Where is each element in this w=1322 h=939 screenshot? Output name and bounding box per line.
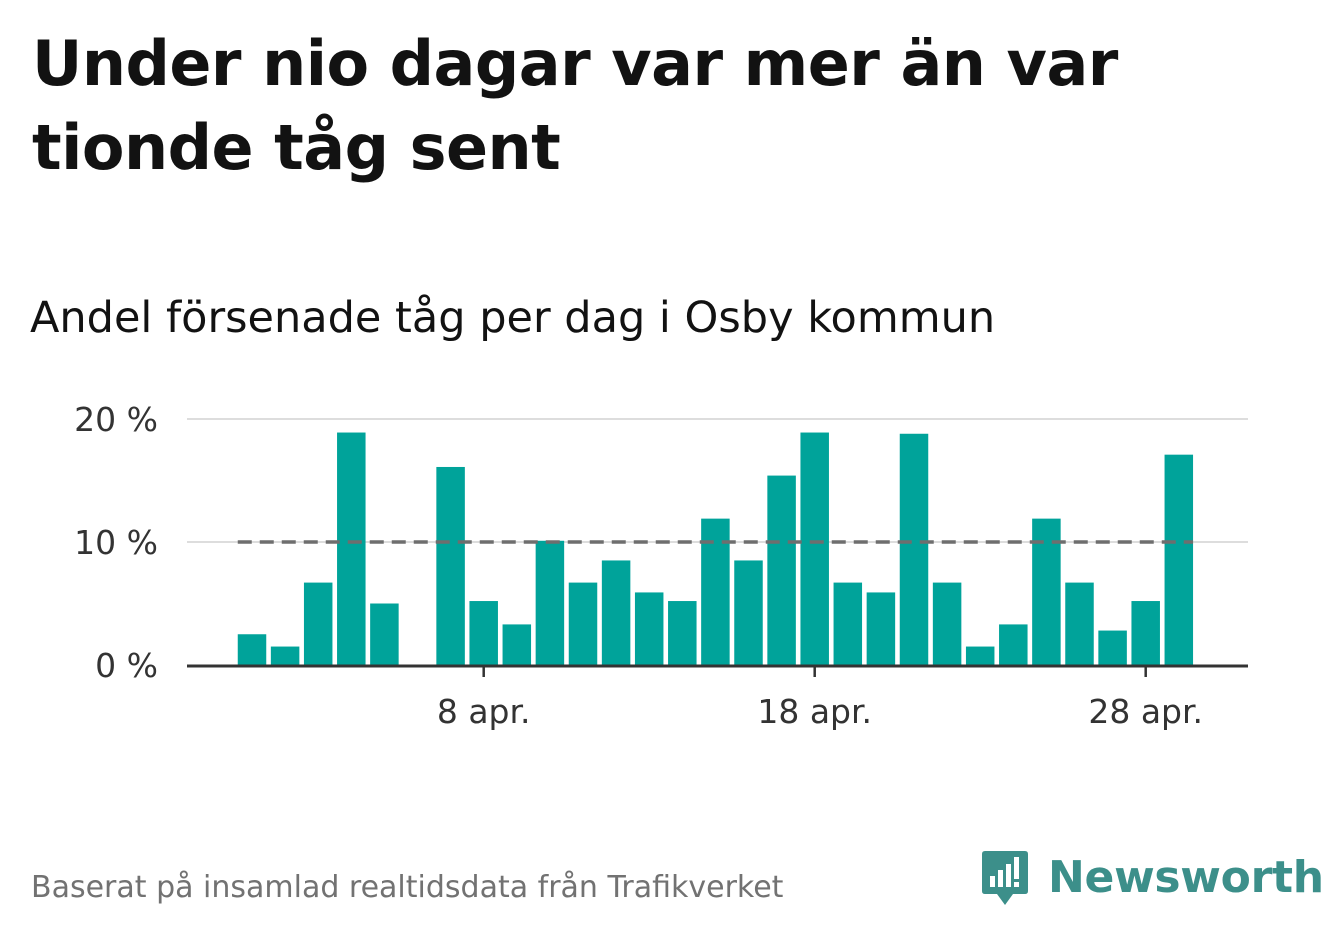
bar bbox=[1131, 601, 1160, 665]
bar bbox=[270, 646, 300, 665]
bar bbox=[1065, 582, 1094, 665]
bar bbox=[866, 592, 896, 665]
bar bbox=[932, 582, 962, 665]
bar bbox=[634, 592, 664, 665]
bar bbox=[1098, 630, 1127, 665]
bar bbox=[436, 466, 465, 665]
bar bbox=[370, 603, 399, 665]
bar bbox=[237, 634, 267, 665]
bar bbox=[303, 582, 333, 665]
bar bbox=[999, 624, 1028, 665]
bar bbox=[337, 432, 366, 665]
source-note: Baserat på insamlad realtidsdata från Tr… bbox=[31, 870, 784, 905]
x-tick-label: 8 apr. bbox=[437, 692, 531, 731]
bar bbox=[767, 475, 796, 665]
bar bbox=[800, 432, 829, 665]
bar bbox=[734, 560, 763, 665]
chart-title: Under nio dagar var mer än var tionde tå… bbox=[32, 27, 1118, 184]
bar bbox=[899, 433, 929, 665]
bar bbox=[568, 582, 598, 665]
bar bbox=[469, 601, 498, 665]
bar bbox=[535, 540, 565, 665]
bar bbox=[502, 624, 532, 665]
bar bbox=[1164, 454, 1194, 665]
chart-subtitle: Andel försenade tåg per dag i Osby kommu… bbox=[30, 293, 996, 343]
bar bbox=[833, 582, 863, 665]
brand-name: Newsworthy bbox=[1048, 852, 1322, 903]
brand[interactable]: Newsworthy bbox=[980, 845, 1322, 911]
newsworthy-logo-icon bbox=[982, 851, 1028, 905]
y-tick-label: 20 % bbox=[74, 400, 158, 439]
x-tick-label: 28 apr. bbox=[1088, 692, 1203, 731]
y-tick-label: 0 % bbox=[95, 646, 158, 685]
bar bbox=[965, 646, 995, 665]
bar bbox=[668, 601, 697, 665]
x-tick-label: 18 apr. bbox=[757, 692, 872, 731]
bar-chart: 0 % 10 % 20 % 8 apr. 18 apr. 28 apr. bbox=[74, 400, 1248, 731]
bar bbox=[601, 560, 631, 665]
y-tick-label: 10 % bbox=[74, 523, 158, 562]
